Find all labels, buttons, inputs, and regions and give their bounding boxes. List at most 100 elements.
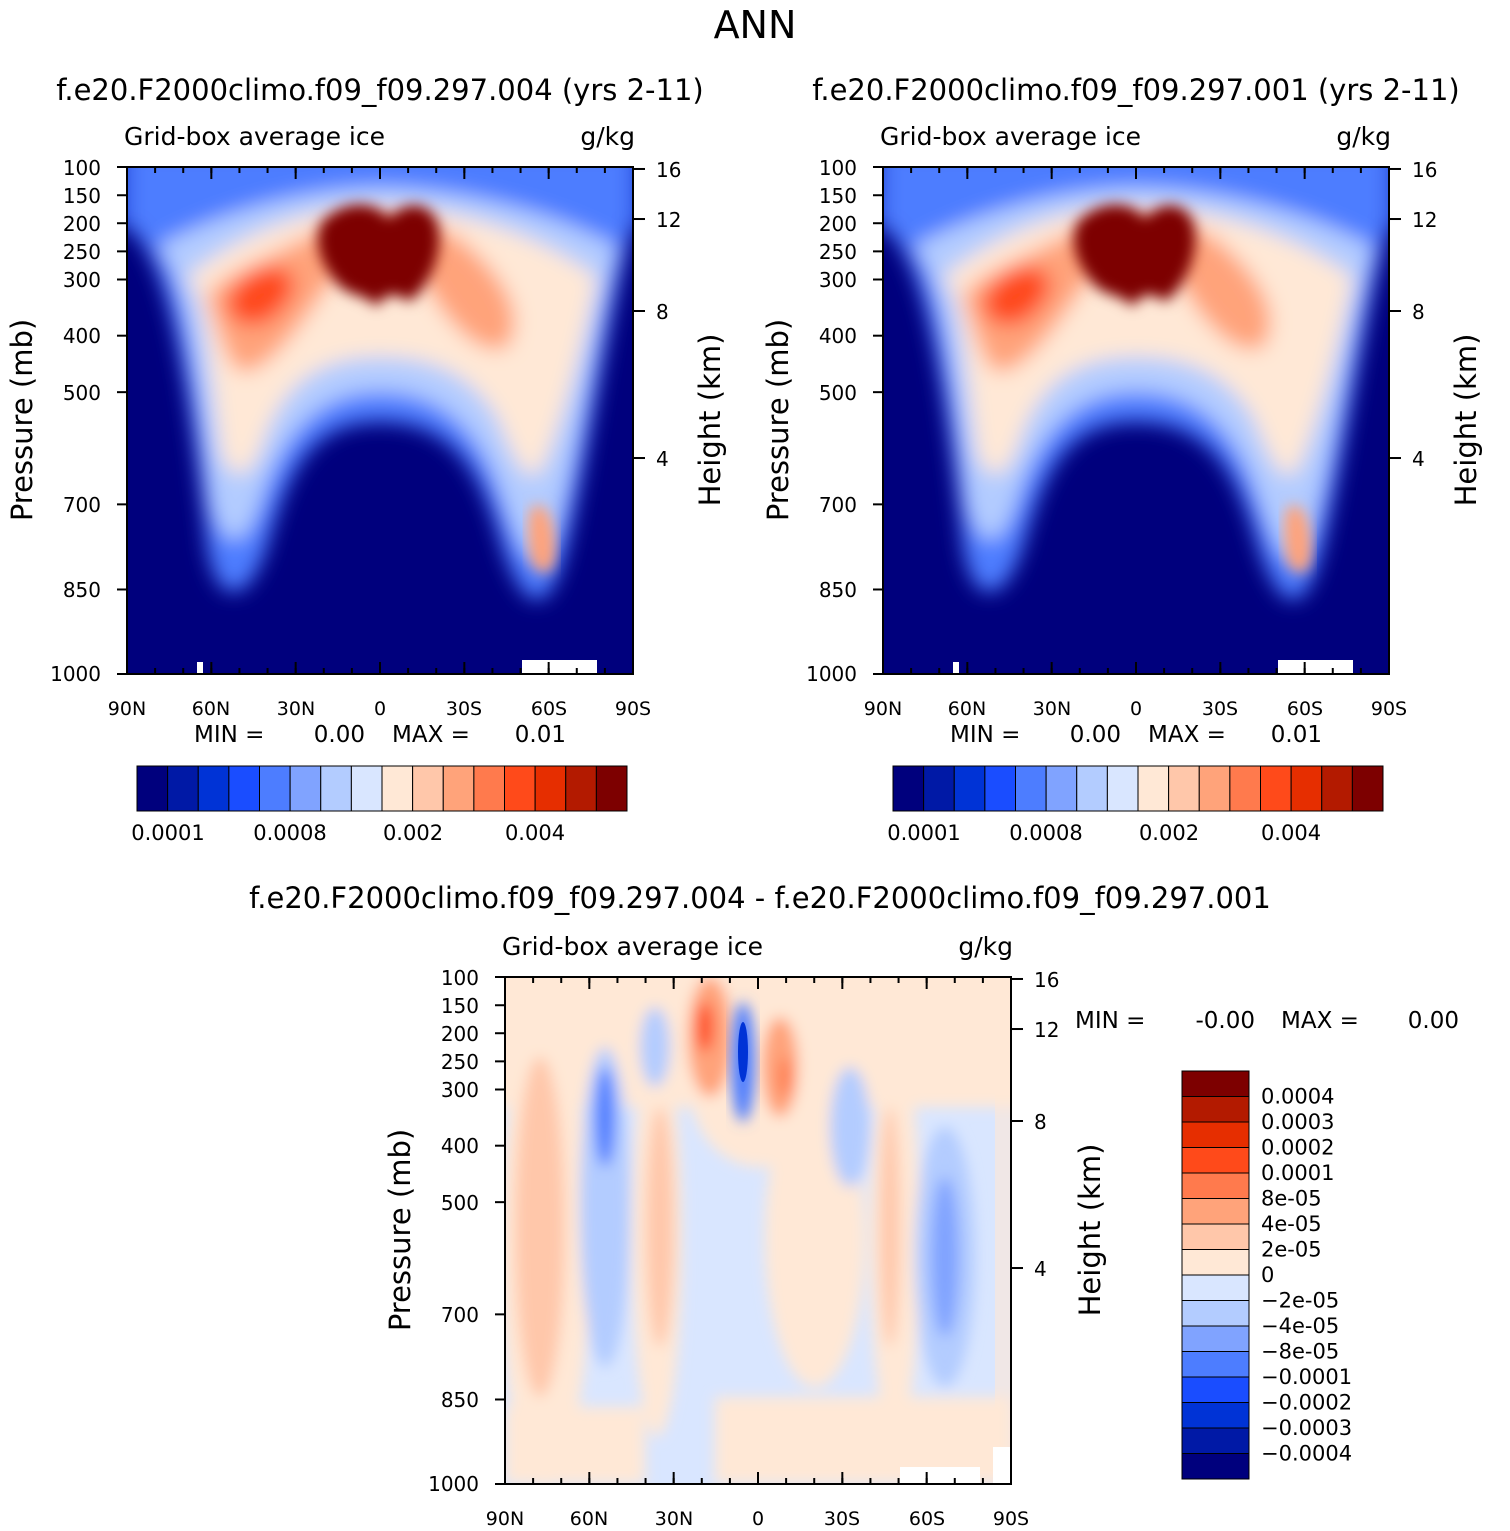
colorbar-swatch xyxy=(259,765,291,812)
colorbar-swatch xyxy=(1229,765,1261,812)
x-tick-label: 60N xyxy=(948,698,986,720)
y-tick-label: 200 xyxy=(819,212,857,236)
y-axis-left: 100 150 200 250 300 400 500 700 850 1000 xyxy=(50,156,101,686)
min-label: MIN = xyxy=(950,722,1020,748)
tick-marks xyxy=(873,166,1401,675)
colorbar-swatch xyxy=(1181,1249,1250,1276)
y-tick-label: 150 xyxy=(441,994,479,1018)
x-axis: 90N 60N 30N 0 30S 60S 90S xyxy=(108,698,651,720)
max-label: MAX = xyxy=(1148,722,1226,748)
colorbar-swatch xyxy=(473,765,505,812)
y-tick-label: 700 xyxy=(63,493,101,517)
y-right-tick-label: 12 xyxy=(1034,1018,1059,1042)
colorbar-labels: 0.00040.00030.00020.00018e-054e-052e-050… xyxy=(1261,1085,1352,1466)
y-axis-label: Pressure (mb) xyxy=(383,1129,417,1331)
y-tick-label: 300 xyxy=(441,1078,479,1102)
colorbar-label: 0.0008 xyxy=(253,821,326,845)
y-axis-right: 16 12 8 4 xyxy=(1412,158,1437,471)
plot-area xyxy=(127,167,633,674)
y-tick-label: 100 xyxy=(441,966,479,990)
panel-1: f.e20.F2000climo.f09_f09.297.004 (yrs 2-… xyxy=(5,73,727,845)
y-tick-label: 1000 xyxy=(806,662,857,686)
colorbar-swatch xyxy=(565,765,597,812)
y-axis-left: 100 150 200 250 300 400 500 700 850 1000 xyxy=(806,156,857,686)
y-right-tick-label: 16 xyxy=(1034,968,1059,992)
panel-title: f.e20.F2000climo.f09_f09.297.004 - f.e20… xyxy=(249,881,1271,915)
colorbar-labels: 0.0001 0.0008 0.002 0.004 xyxy=(887,821,1321,845)
y-axis-label: Pressure (mb) xyxy=(5,319,39,521)
colorbar-label: 0.0003 xyxy=(1261,1110,1334,1134)
y-tick-label: 850 xyxy=(63,578,101,602)
y-axis-label: Pressure (mb) xyxy=(761,319,795,521)
x-tick-label: 90N xyxy=(864,698,902,720)
y-right-tick-label: 8 xyxy=(1034,1110,1047,1134)
colorbar-label: 0.004 xyxy=(1261,821,1321,845)
x-tick-label: 0 xyxy=(1130,698,1142,720)
colorbar-swatch xyxy=(1181,1376,1250,1403)
x-tick-label: 30S xyxy=(446,698,482,720)
colorbar-swatch xyxy=(984,765,1016,812)
tick-marks xyxy=(117,166,645,675)
y-tick-label: 700 xyxy=(441,1303,479,1327)
x-tick-label: 30N xyxy=(655,1508,693,1530)
max-label: MAX = xyxy=(392,722,470,748)
colorbar-label: 0 xyxy=(1261,1263,1274,1287)
colorbar-swatch xyxy=(1168,765,1200,812)
x-tick-label: 30N xyxy=(1033,698,1071,720)
colorbar-swatch xyxy=(504,765,536,812)
y-right-tick-label: 12 xyxy=(656,208,681,232)
colorbar-swatch xyxy=(1181,1325,1250,1352)
colorbar-label: −2e-05 xyxy=(1261,1289,1339,1313)
x-tick-label: 30S xyxy=(1202,698,1238,720)
colorbar-label: 8e-05 xyxy=(1261,1187,1322,1211)
colorbar-swatch xyxy=(1181,1402,1250,1429)
colorbar-swatch xyxy=(1181,1453,1250,1480)
y-tick-label: 500 xyxy=(441,1191,479,1215)
y-tick-label: 400 xyxy=(819,324,857,348)
panel-subtitle-left: Grid-box average ice xyxy=(502,932,763,961)
panel-title: f.e20.F2000climo.f09_f09.297.004 (yrs 2-… xyxy=(56,73,703,107)
y-right-tick-label: 16 xyxy=(656,158,681,182)
x-tick-label: 30N xyxy=(277,698,315,720)
stats-line: MIN = -0.00 MAX = 0.00 xyxy=(1075,1008,1459,1034)
colorbar-swatch xyxy=(320,765,352,812)
colorbar-label: 0.0001 xyxy=(131,821,204,845)
colorbar-label: −0.0003 xyxy=(1261,1416,1352,1440)
y-tick-label: 500 xyxy=(819,381,857,405)
field-mean xyxy=(127,167,633,674)
colorbar-label: 0.0001 xyxy=(887,821,960,845)
y-tick-label: 250 xyxy=(441,1050,479,1074)
y-tick-label: 400 xyxy=(63,324,101,348)
colorbar-swatch xyxy=(1181,1147,1250,1174)
colorbar-swatch xyxy=(1181,1223,1250,1250)
colorbar-swatch xyxy=(350,765,383,812)
colorbar-swatch xyxy=(1181,1172,1250,1199)
colorbar-swatch xyxy=(442,765,475,812)
y-axis-right-label: Height (km) xyxy=(1073,1144,1107,1317)
colorbar-label: 0.004 xyxy=(505,821,565,845)
y-right-tick-label: 8 xyxy=(656,300,669,324)
colorbar-swatch xyxy=(1015,765,1047,812)
x-tick-label: 90S xyxy=(1371,698,1407,720)
tick-marks xyxy=(495,976,1023,1485)
y-right-tick-label: 8 xyxy=(1412,300,1425,324)
x-tick-label: 90S xyxy=(993,1508,1029,1530)
colorbar-label: 2e-05 xyxy=(1261,1238,1322,1262)
y-tick-label: 150 xyxy=(63,184,101,208)
y-right-tick-label: 16 xyxy=(1412,158,1437,182)
x-tick-label: 60S xyxy=(909,1508,945,1530)
colorbar-swatch xyxy=(953,765,986,812)
x-tick-label: 0 xyxy=(752,1508,764,1530)
colorbar-swatch xyxy=(1181,1070,1250,1097)
y-axis-right: 16 12 8 4 xyxy=(1034,968,1059,1281)
panel-title: f.e20.F2000climo.f09_f09.297.001 (yrs 2-… xyxy=(812,73,1459,107)
y-axis-right: 16 12 8 4 xyxy=(656,158,681,471)
min-label: MIN = xyxy=(1075,1008,1145,1034)
y-tick-label: 300 xyxy=(819,268,857,292)
y-tick-label: 1000 xyxy=(428,1472,479,1496)
x-tick-label: 90N xyxy=(108,698,146,720)
colorbar-label: −0.0001 xyxy=(1261,1365,1352,1389)
stats-line: MIN = 0.00 MAX = 0.01 xyxy=(194,722,566,748)
plot-area xyxy=(505,977,1011,1484)
colorbar-swatch xyxy=(923,765,955,812)
